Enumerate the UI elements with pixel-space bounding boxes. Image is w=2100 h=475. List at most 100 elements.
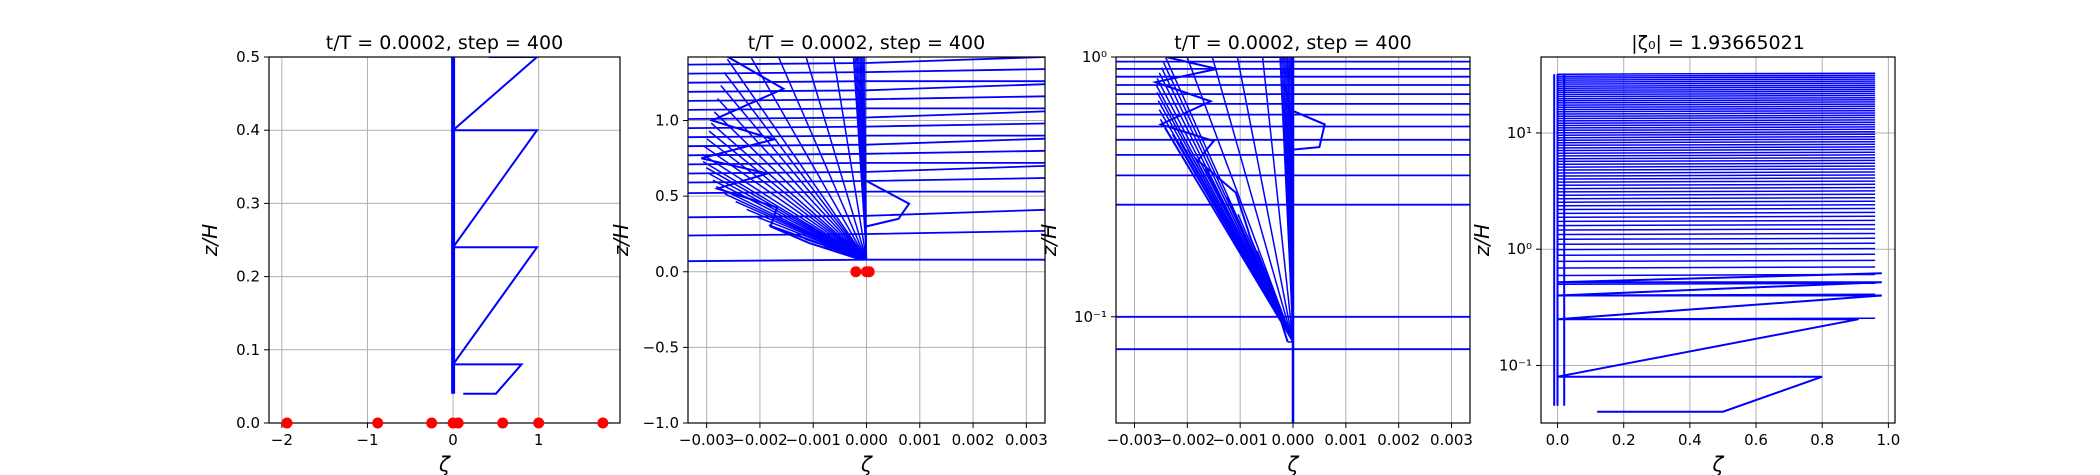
x-tick-label: −0.003 [1107,431,1163,449]
horizontal-line [688,258,1045,263]
x-tick-label: 0.000 [845,431,888,449]
zigzag-line [1292,109,1326,151]
y-tick-label: −1.0 [643,414,679,432]
subplot-3-ylabel: z/H [1037,224,1061,257]
band-line [1557,151,1876,154]
x-tick-label: −1 [356,431,378,449]
zigzag-line [1557,272,1882,413]
band-line [1557,114,1876,118]
subplot-1-xlabel: ζ [438,452,451,475]
band-line [1557,72,1876,75]
x-tick-label: −0.002 [1160,431,1216,449]
band-line [1557,74,1876,77]
y-tick-label: 1.0 [655,112,679,130]
band-line [1557,165,1876,168]
band-line [1557,259,1876,263]
band-line [1557,119,1876,122]
data-point [497,417,509,429]
band-line [1557,76,1876,79]
axes-frame [1540,56,1896,424]
band-line [1557,131,1876,134]
band-line [1557,99,1876,102]
series-line [450,57,539,395]
horizontal-line [688,122,1045,129]
band-line [1557,186,1876,190]
band-line [1557,96,1876,100]
x-tick-label: 0.4 [1678,431,1702,449]
horizontal-line [688,134,1045,139]
zigzag-line [866,180,911,228]
band-line [1557,228,1876,231]
fan-line [701,153,867,261]
band-line [1557,266,1876,269]
band-line [1557,101,1876,104]
band-line [1557,88,1876,92]
subplot-4: 0.0 0.2 0.4 0.6 0.8 1.0 10⁻¹ 10⁰ 10¹ |ζ₀| = 1.93… [1470,32,1900,475]
band-line [1557,148,1876,152]
fan-line [708,130,867,261]
band-line [1557,168,1876,171]
x-tick-label: 0 [448,431,458,449]
y-tick-label: 10⁻¹ [1499,356,1532,374]
band-line [1557,121,1876,124]
band-line [1557,82,1876,85]
y-tick-label: 0.5 [236,48,260,66]
x-tick-label: 1.0 [1876,431,1900,449]
horizontal-line [688,80,1045,84]
subplot-1-ylabel: z/H [198,224,222,257]
band-line [1557,90,1876,94]
data-point [452,417,464,429]
horizontal-line [688,110,1045,120]
x-tick-label: 0.6 [1744,431,1768,449]
horizontal-line [688,83,1045,93]
horizontal-line [688,149,1045,157]
y-tick-label: 10⁻¹ [1074,308,1107,326]
envelope-line [701,57,864,261]
fan-line [726,58,868,261]
x-tick-label: −0.001 [785,431,841,449]
band-line [1557,190,1876,193]
x-tick-label: 0.001 [898,431,941,449]
subplot-1: −2 −1 0 1 0.0 0.1 0.2 0.3 0.4 0.5 t/T = 0.0002, s… [198,32,621,475]
band-line [1557,180,1876,183]
band-line [1557,78,1876,81]
x-tick-label: −0.001 [1212,431,1268,449]
x-tick-label: 0.8 [1810,431,1834,449]
y-tick-label: 0.2 [236,268,260,286]
data-point [372,417,384,429]
horizontal-line [688,107,1045,111]
band-line [1557,223,1876,227]
band-line [1557,174,1876,177]
band-line [1557,94,1876,98]
band-line [1557,103,1876,106]
horizontal-line [688,68,1045,75]
x-tick-label: 1 [534,431,544,449]
band-line [1557,177,1876,180]
horizontal-line [688,165,1045,175]
x-tick-label: 0.000 [1272,431,1315,449]
band-line [1557,247,1876,251]
band-line [1557,200,1876,203]
subplot-2-title: t/T = 0.0002, step = 400 [748,32,985,54]
horizontal-line [688,230,1045,237]
band-line [1557,112,1876,115]
band-line [1557,237,1876,241]
horizontal-line [688,161,1045,166]
x-tick-label: 0.002 [1377,431,1420,449]
band-line [1557,86,1876,89]
x-tick-label: 0.003 [1430,431,1473,449]
data-point [426,417,438,429]
band-line [1557,196,1876,200]
band-line [1557,207,1876,211]
band-line [1557,140,1876,144]
fan-line [716,98,868,261]
horizontal-line [688,208,1045,219]
data-point [850,266,862,278]
subplot-3: −0.003−0.002−0.001 0.000 0.001 0.002 0.003 10… [1037,32,1473,475]
subplot-2: −0.003−0.002−0.001 0.000 0.001 0.002 0.003 −1… [609,32,1048,475]
subplot-4-title: |ζ₀| = 1.93665021 [1631,32,1805,54]
y-tick-label: 0.1 [236,341,260,359]
band-line [1557,215,1876,219]
subplot-4-ylabel: z/H [1470,224,1494,257]
